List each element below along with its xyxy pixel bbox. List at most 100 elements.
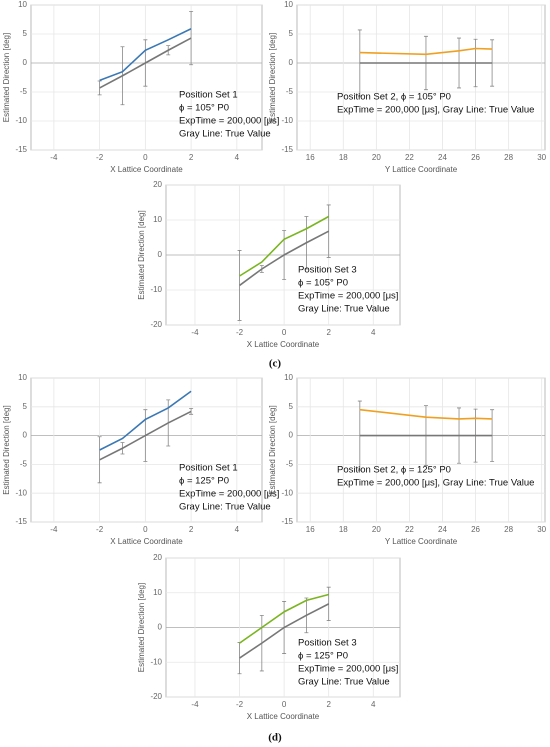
plot-frame xyxy=(30,377,263,523)
annotation: Position Set 3 xyxy=(298,638,357,649)
x-tick-label: 22 xyxy=(405,525,414,534)
y-axis-label: Estimated Direction [deg] xyxy=(2,405,11,494)
annotation: Gray Line: True Value xyxy=(298,304,390,315)
annotation: ExpTime = 200,000 [μs] xyxy=(179,489,279,500)
x-tick-label: -2 xyxy=(236,328,244,337)
x-tick-label: -4 xyxy=(191,700,199,709)
annotation: Gray Line: True Value xyxy=(298,677,390,688)
series-line xyxy=(99,390,192,451)
y-tick-label: 0 xyxy=(23,58,28,67)
y-tick-label: -10 xyxy=(150,285,162,294)
x-tick-label: 0 xyxy=(143,525,148,534)
x-tick-label: 24 xyxy=(438,525,447,534)
x-tick-label: 0 xyxy=(282,700,287,709)
y-tick-label: 10 xyxy=(284,373,293,382)
series-line xyxy=(239,593,329,644)
y-tick-label: 20 xyxy=(153,553,162,562)
x-tick-label: 30 xyxy=(537,525,546,534)
x-tick-label: 26 xyxy=(471,153,480,162)
y-tick-label: 0 xyxy=(289,58,294,67)
annotation: ϕ = 105° P0 xyxy=(179,103,229,114)
series-line xyxy=(99,410,192,461)
y-tick-label: -5 xyxy=(20,460,28,469)
y-tick-label: 10 xyxy=(284,0,293,9)
annotation: Position Set 1 xyxy=(179,90,238,101)
x-tick-label: 18 xyxy=(339,153,348,162)
y-tick-label: 0 xyxy=(289,431,294,440)
plot-frame xyxy=(296,377,546,523)
series-line xyxy=(359,47,493,56)
y-axis-label: Estimated Direction [deg] xyxy=(2,33,11,122)
y-tick-label: 10 xyxy=(153,215,162,224)
x-axis-label: Y Lattice Coordinate xyxy=(385,537,458,546)
x-tick-label: 4 xyxy=(371,328,376,337)
error-bar xyxy=(326,204,331,258)
y-tick-label: 0 xyxy=(23,431,28,440)
y-tick-label: 10 xyxy=(153,588,162,597)
x-tick-label: -4 xyxy=(50,153,58,162)
x-tick-label: 24 xyxy=(438,153,447,162)
annotation: Gray Line: True Value xyxy=(179,502,271,513)
annotation: Position Set 1 xyxy=(179,463,238,474)
y-tick-label: 0 xyxy=(158,250,163,259)
y-tick-label: -10 xyxy=(15,488,27,497)
x-tick-label: 30 xyxy=(537,153,546,162)
x-tick-label: -2 xyxy=(96,525,104,534)
y-tick-label: -15 xyxy=(15,145,27,154)
annotation: ϕ = 125° P0 xyxy=(298,651,348,662)
y-axis-label: Estimated Direction [deg] xyxy=(137,583,146,672)
x-axis-label: X Lattice Coordinate xyxy=(110,537,183,546)
series-line xyxy=(99,28,192,82)
y-tick-label: -20 xyxy=(150,320,162,329)
x-tick-label: 26 xyxy=(471,525,480,534)
y-axis-label: Estimated Direction [deg] xyxy=(268,405,277,494)
x-tick-label: 2 xyxy=(189,153,194,162)
annotation: ExpTime = 200,000 [μs], Gray Line: True … xyxy=(337,105,534,116)
x-tick-label: 20 xyxy=(372,525,381,534)
y-tick-label: 10 xyxy=(18,0,27,9)
y-tick-label: -15 xyxy=(15,517,27,526)
y-tick-label: 5 xyxy=(289,402,294,411)
series-line xyxy=(239,215,330,277)
y-tick-label: -20 xyxy=(150,692,162,701)
annotation: ExpTime = 200,000 [μs] xyxy=(179,116,279,127)
annotation: Gray Line: True Value xyxy=(179,129,271,140)
y-tick-label: 10 xyxy=(18,373,27,382)
x-tick-label: 0 xyxy=(143,153,148,162)
y-tick-label: -15 xyxy=(281,517,293,526)
x-tick-label: 16 xyxy=(306,525,315,534)
x-tick-label: 4 xyxy=(235,525,240,534)
y-tick-label: 20 xyxy=(153,180,162,189)
x-tick-label: 2 xyxy=(326,328,331,337)
y-tick-label: 5 xyxy=(289,29,294,38)
x-tick-label: 2 xyxy=(326,700,331,709)
annotation: ϕ = 125° P0 xyxy=(179,476,229,487)
y-tick-label: 5 xyxy=(23,29,28,38)
y-tick-label: 5 xyxy=(23,402,28,411)
x-tick-label: -2 xyxy=(236,700,244,709)
x-tick-label: 4 xyxy=(371,700,376,709)
annotation: Position Set 2, ϕ = 125° P0 xyxy=(337,465,451,476)
y-tick-label: -5 xyxy=(286,87,294,96)
x-axis-label: Y Lattice Coordinate xyxy=(385,165,458,174)
error-bar xyxy=(326,586,331,621)
x-tick-label: 0 xyxy=(282,328,287,337)
x-tick-label: -2 xyxy=(96,153,104,162)
y-tick-label: -10 xyxy=(150,657,162,666)
y-tick-label: -5 xyxy=(20,87,28,96)
x-tick-label: 4 xyxy=(235,153,240,162)
caption: (c) xyxy=(269,358,282,370)
annotation: ExpTime = 200,000 [μs], Gray Line: True … xyxy=(337,478,534,489)
y-tick-label: -10 xyxy=(281,488,293,497)
x-tick-label: 28 xyxy=(504,153,513,162)
x-tick-label: 20 xyxy=(372,153,381,162)
annotation: ExpTime = 200,000 [μs] xyxy=(298,664,398,675)
plot-frame xyxy=(296,4,546,151)
y-tick-label: -5 xyxy=(286,460,294,469)
caption: (d) xyxy=(268,732,282,744)
y-axis-label: Estimated Direction [deg] xyxy=(137,210,146,299)
x-tick-label: 22 xyxy=(405,153,414,162)
x-axis-label: X Lattice Coordinate xyxy=(110,165,183,174)
annotation: ϕ = 105° P0 xyxy=(298,278,348,289)
x-tick-label: 2 xyxy=(189,525,194,534)
